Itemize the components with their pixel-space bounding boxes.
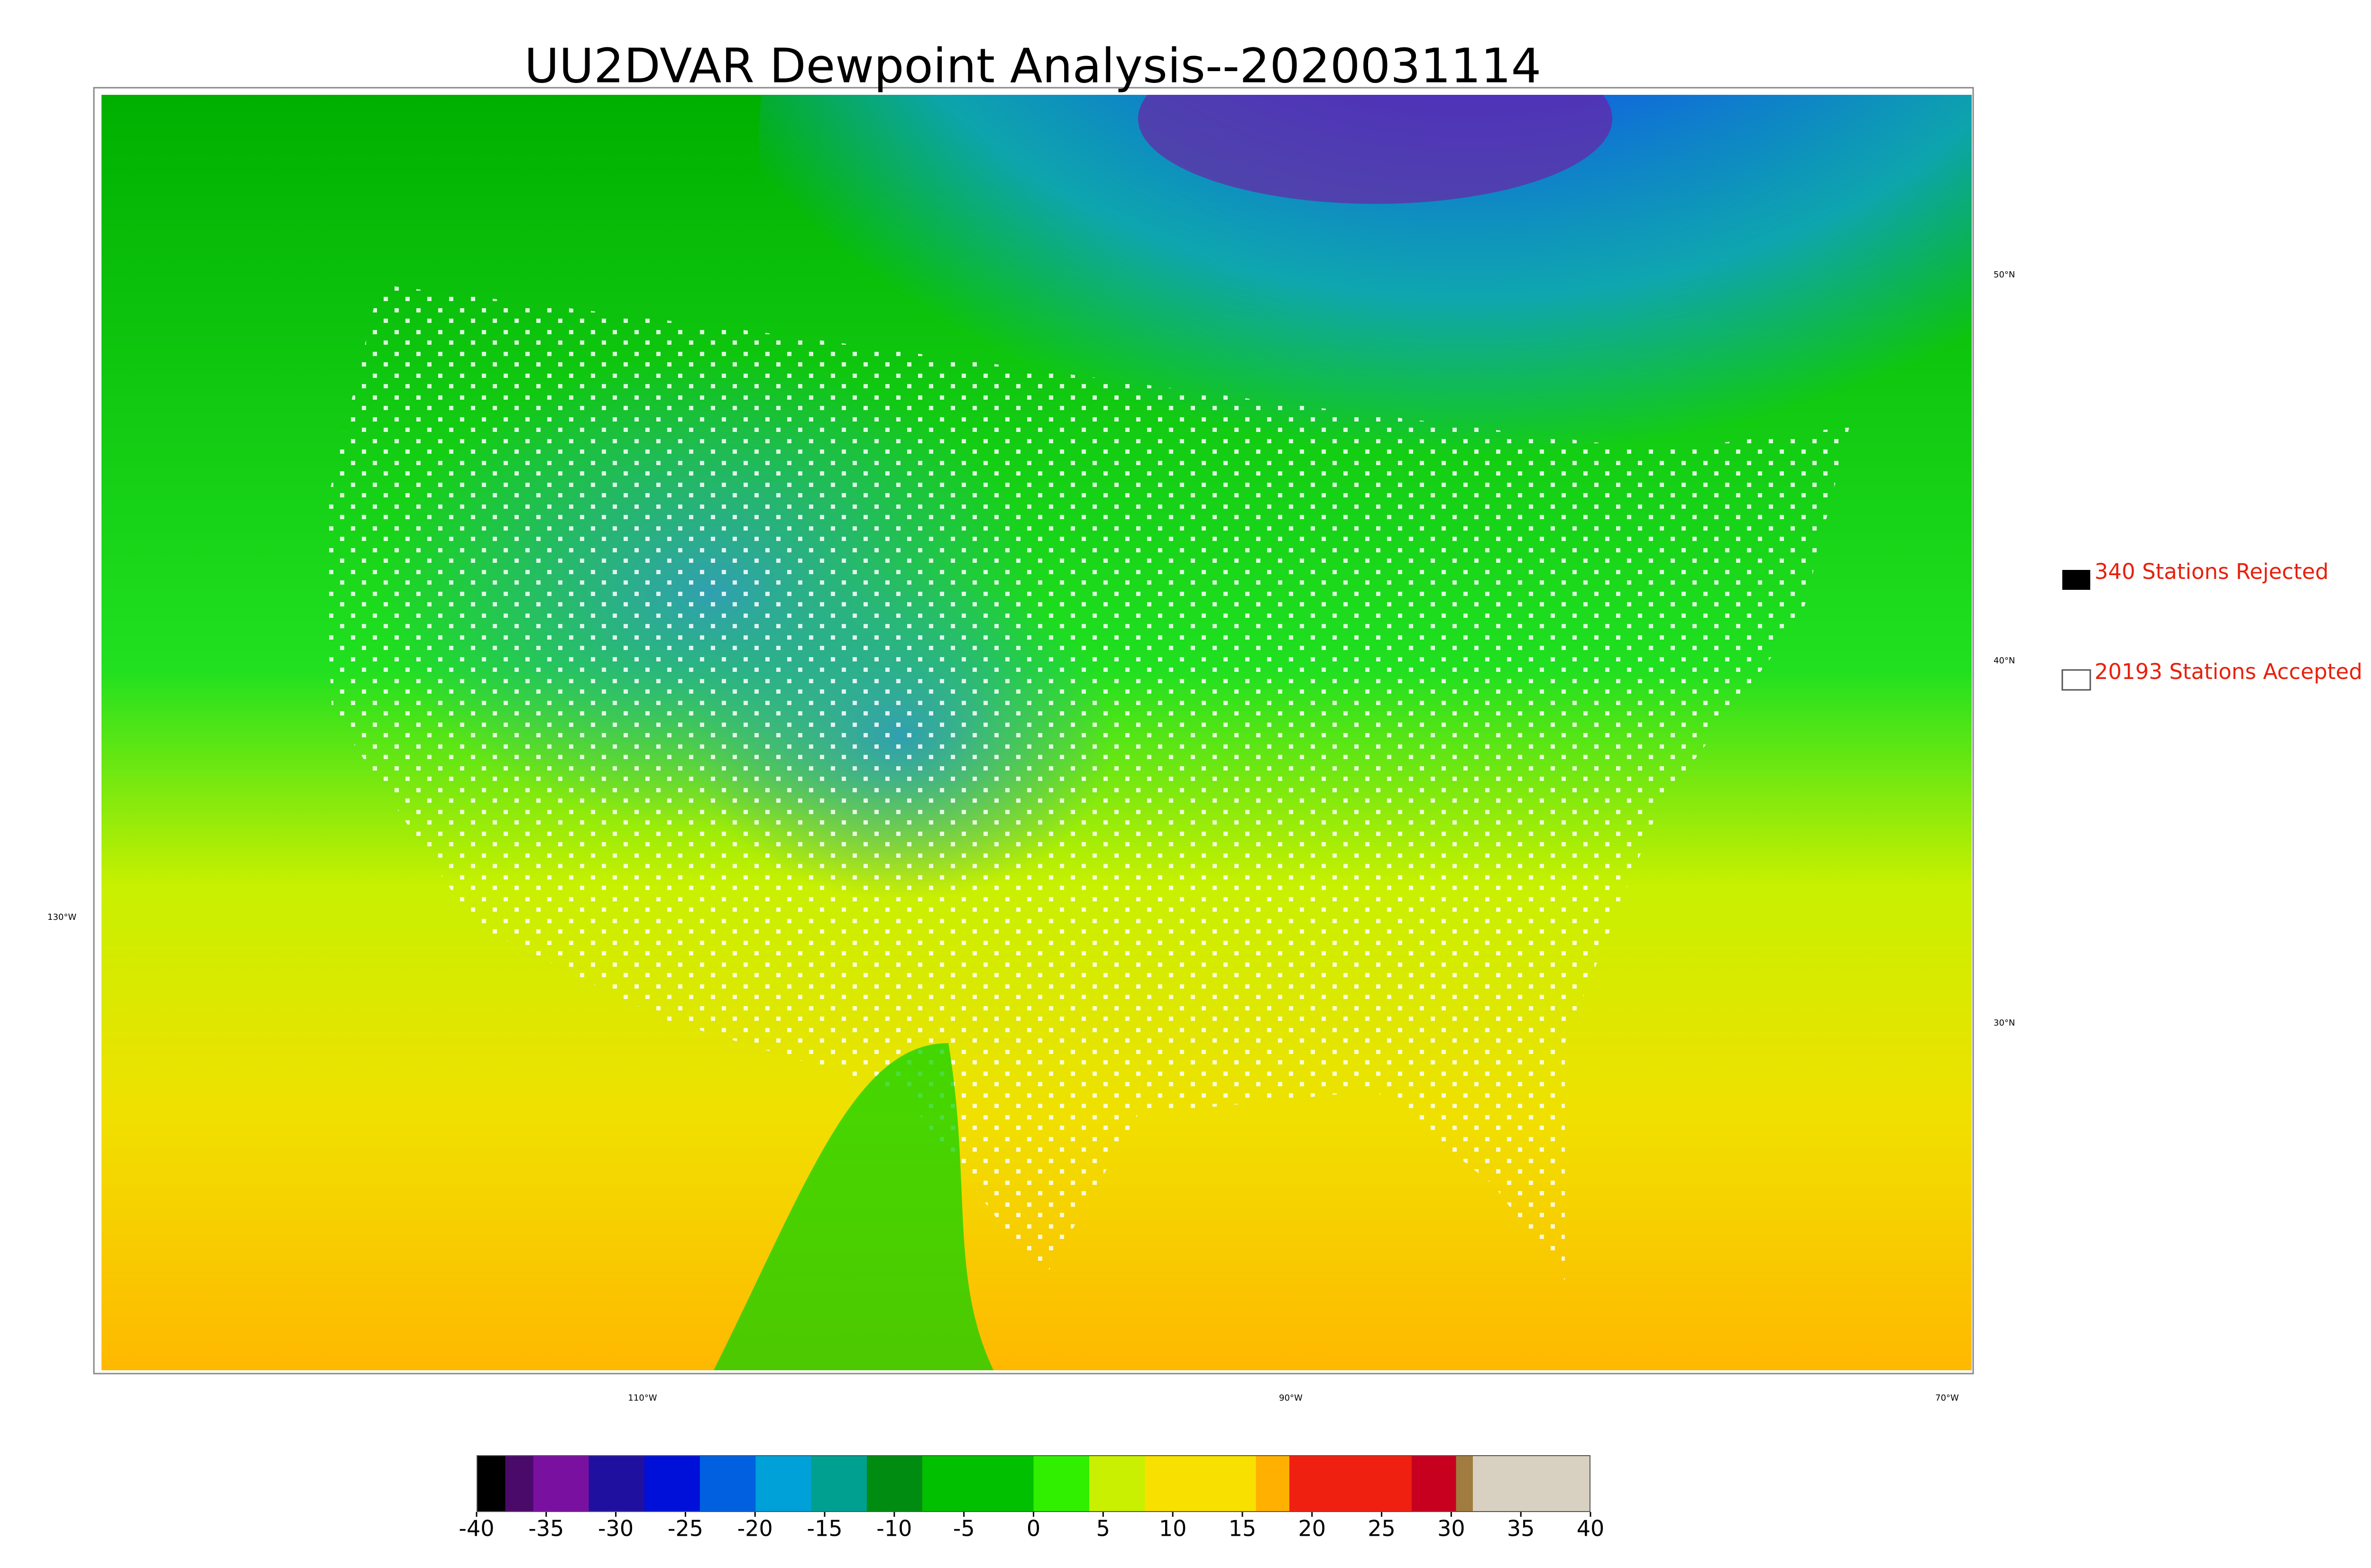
colorbar-fo <box>477 1455 1590 1512</box>
legend-label: 20193 Stations Accepted <box>2095 659 2362 684</box>
colorbar-tick-label: -20 <box>737 1516 773 1541</box>
title: UU2DVAR Dewpoint Analysis--2020031114 <box>524 38 1541 93</box>
legend-label: 340 Stations Rejected <box>2095 559 2329 584</box>
lat-label: 40°N <box>1994 656 2015 666</box>
colorbar-tick-label: 40 <box>1577 1516 1605 1541</box>
lon-label: 130°W <box>47 912 76 922</box>
legend-swatch <box>2061 669 2091 691</box>
colorbar-tick-label: -35 <box>528 1516 564 1541</box>
lon-label: 110°W <box>628 1393 657 1403</box>
map <box>101 95 1972 1370</box>
colorbar-tick-label: -10 <box>876 1516 912 1541</box>
lat-label: 30°N <box>1994 1018 2015 1028</box>
colorbar-tick-label: 25 <box>1368 1516 1396 1541</box>
colorbar-tick-label: -25 <box>668 1516 703 1541</box>
colorbar-tick-label: 20 <box>1298 1516 1326 1541</box>
colorbar-tick-label: 35 <box>1507 1516 1535 1541</box>
colorbar-tick-label: 30 <box>1437 1516 1465 1541</box>
colorbar-tick-label: -40 <box>459 1516 494 1541</box>
colorbar-tick-label: -5 <box>953 1516 975 1541</box>
lon-label: 90°W <box>1279 1393 1303 1403</box>
lat-label: 50°N <box>1994 270 2015 280</box>
colorbar-tick-label: -15 <box>807 1516 842 1541</box>
colorbar-tick-label: 15 <box>1229 1516 1257 1541</box>
colorbar-tick-label: 5 <box>1096 1516 1110 1541</box>
colorbar <box>477 1455 1590 1512</box>
colorbar-tick-label: -30 <box>598 1516 634 1541</box>
colorbar-tick-label: 10 <box>1159 1516 1187 1541</box>
legend-swatch <box>2062 570 2090 590</box>
lon-label: 70°W <box>1935 1393 1959 1403</box>
colorbar-tick-label: 0 <box>1027 1516 1040 1541</box>
